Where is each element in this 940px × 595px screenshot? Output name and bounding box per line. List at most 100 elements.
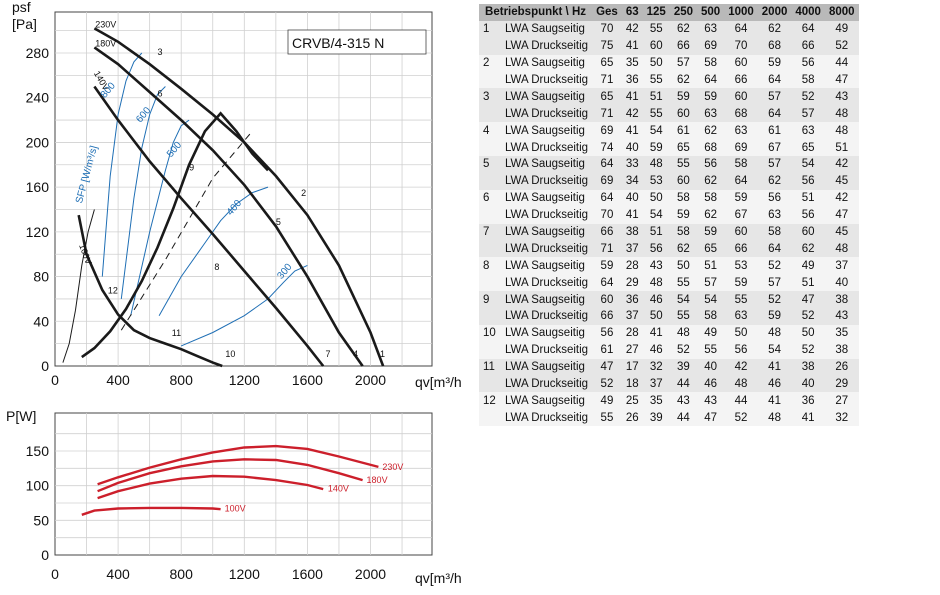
y-tick-label: 240: [26, 90, 50, 106]
value-cell: 50: [642, 189, 670, 207]
operating-point-label-6: 6: [158, 89, 163, 99]
value-cell: 71: [592, 71, 622, 89]
value-cell: 40: [697, 358, 725, 376]
value-cell: 41: [642, 324, 670, 342]
operating-point-cell: [479, 375, 501, 393]
power-y-tick-label: 50: [33, 512, 49, 528]
value-cell: 66: [592, 223, 622, 241]
value-cell: 59: [697, 223, 725, 241]
value-cell: 60: [724, 88, 758, 106]
value-cell: 42: [621, 105, 643, 123]
operating-point-cell: 3: [479, 88, 501, 106]
power-curve-100V: [81, 506, 221, 516]
table-header-cell: 250: [669, 4, 697, 21]
value-cell: 64: [697, 71, 725, 89]
value-cell: 57: [757, 156, 792, 173]
x-tick-label: 2000: [355, 372, 386, 388]
power-x-tick-label: 0: [51, 566, 59, 582]
value-cell: 40: [791, 375, 825, 393]
row-label-cell: LWA Druckseitig: [501, 105, 593, 123]
operating-point-label-3: 3: [158, 47, 163, 57]
operating-point-cell: [479, 105, 501, 123]
row-label-cell: LWA Saugseitig: [501, 291, 593, 309]
table-header-cell: 63: [621, 4, 643, 21]
x-tick-label: 400: [106, 372, 130, 388]
table-header-cell: Betriebspunkt \ Hz: [479, 4, 593, 21]
value-cell: 65: [592, 54, 622, 72]
value-cell: 45: [824, 223, 859, 241]
operating-point-cell: 2: [479, 54, 501, 72]
y-tick-label: 280: [26, 45, 50, 61]
table-row: 6 LWA Saugseitig 64 40 50 58 58 59 56 51 42: [479, 189, 859, 207]
value-cell: 51: [697, 257, 725, 275]
value-cell: 35: [642, 392, 670, 410]
value-cell: 32: [824, 409, 859, 427]
value-cell: 48: [824, 105, 859, 123]
row-label-cell: LWA Saugseitig: [501, 88, 593, 106]
table-row: LWA Druckseitig 71 37 56 62 65 66 64 62 48: [479, 240, 859, 258]
value-cell: 27: [621, 341, 643, 359]
value-cell: 51: [791, 274, 825, 292]
value-cell: 38: [791, 358, 825, 376]
chart-title-box: [287, 29, 427, 55]
sfp-line-600: [120, 86, 166, 299]
curve-140V: [93, 85, 325, 367]
value-cell: 56: [757, 189, 792, 207]
table-header-cell: 500: [697, 4, 725, 21]
table-header-cell: 4000: [791, 4, 825, 21]
value-cell: 44: [669, 375, 697, 393]
value-cell: 64: [757, 105, 792, 123]
table-row: LWA Druckseitig 71 42 55 60 63 68 64 57 48: [479, 105, 859, 123]
row-label-cell: LWA Druckseitig: [501, 308, 593, 325]
row-label-cell: LWA Saugseitig: [501, 358, 593, 376]
power-x-tick-label: 800: [170, 566, 194, 582]
value-cell: 37: [621, 240, 643, 258]
value-cell: 55: [669, 274, 697, 292]
operating-point-label-2: 2: [301, 188, 306, 198]
table-row: 12 LWA Saugseitig 49 25 35 43 43 44 41 36 27: [479, 392, 859, 410]
value-cell: 43: [669, 392, 697, 410]
value-cell: 35: [621, 54, 643, 72]
power-x-tick-label: 1600: [292, 566, 323, 582]
operating-point-cell: [479, 172, 501, 190]
operating-point-cell: [479, 71, 501, 89]
value-cell: 50: [669, 257, 697, 275]
value-cell: 71: [592, 105, 622, 123]
value-cell: 28: [621, 257, 643, 275]
table-body: 1 LWA Saugseitig 70 42 55 62 63 64 62 64 49 LWA Dru…: [479, 20, 859, 427]
power-y-tick-label: 150: [26, 443, 50, 459]
value-cell: 27: [824, 392, 859, 410]
value-cell: 55: [592, 409, 622, 427]
value-cell: 52: [669, 341, 697, 359]
value-cell: 43: [824, 308, 859, 325]
value-cell: 46: [642, 341, 670, 359]
value-cell: 26: [621, 409, 643, 427]
value-cell: 54: [791, 156, 825, 173]
table-row: LWA Druckseitig 64 29 48 55 57 59 57 51 40: [479, 274, 859, 292]
value-cell: 25: [621, 392, 643, 410]
value-cell: 45: [824, 172, 859, 190]
value-cell: 52: [791, 341, 825, 359]
value-cell: 56: [592, 324, 622, 342]
table-row: 5 LWA Saugseitig 64 33 48 55 56 58 57 54 42: [479, 156, 859, 173]
value-cell: 75: [592, 37, 622, 55]
power-x-tick-label: 1200: [229, 566, 260, 582]
value-cell: 38: [824, 341, 859, 359]
curve-system-9: [81, 111, 269, 359]
row-label-cell: LWA Saugseitig: [501, 20, 593, 38]
operating-point-label-7: 7: [326, 349, 331, 359]
power-curve-140V: [97, 474, 324, 500]
value-cell: 41: [757, 392, 792, 410]
value-cell: 41: [621, 37, 643, 55]
value-cell: 32: [642, 358, 670, 376]
y-tick-label: 40: [33, 313, 49, 329]
value-cell: 65: [791, 139, 825, 157]
value-cell: 62: [669, 20, 697, 38]
value-cell: 41: [757, 358, 792, 376]
operating-point-label-10: 10: [225, 349, 235, 359]
value-cell: 55: [642, 20, 670, 38]
value-cell: 60: [642, 37, 670, 55]
value-cell: 62: [697, 122, 725, 140]
value-cell: 71: [592, 240, 622, 258]
value-cell: 64: [724, 172, 758, 190]
